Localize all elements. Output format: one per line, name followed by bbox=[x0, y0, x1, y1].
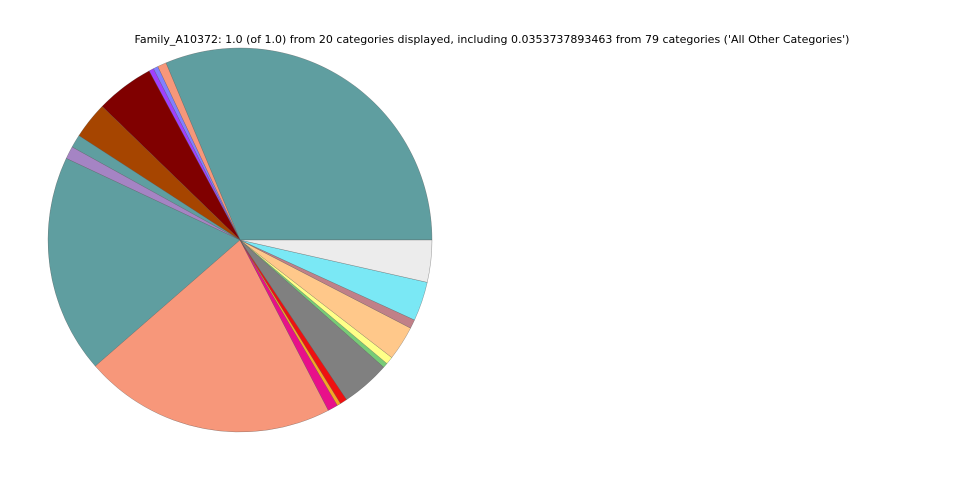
pie-slice bbox=[47, 158, 241, 367]
pie-slice bbox=[95, 239, 329, 433]
pie-slice bbox=[165, 47, 433, 241]
pie-slice bbox=[239, 239, 433, 283]
chart-title: Family_A10372: 1.0 (of 1.0) from 20 cate… bbox=[135, 33, 850, 46]
